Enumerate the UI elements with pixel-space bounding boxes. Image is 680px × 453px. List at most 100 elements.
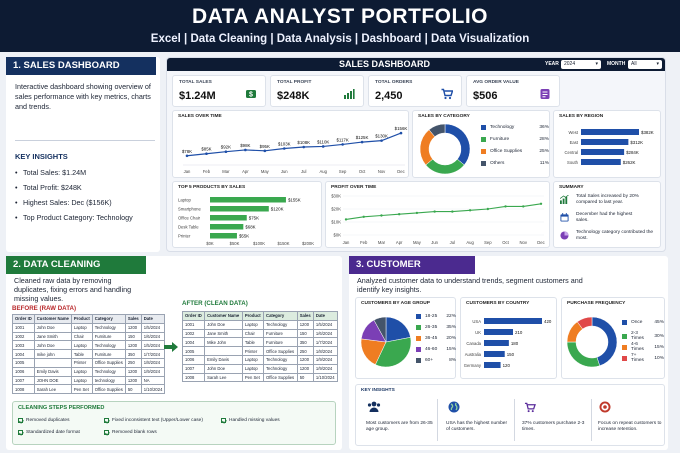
year-select[interactable]: 2024 ▾: [561, 60, 601, 69]
data-label: $125K: [356, 135, 369, 140]
profit-point: [539, 202, 543, 205]
data-label: 120: [503, 363, 511, 368]
sales-point: [205, 152, 208, 156]
legend-label: 60+: [425, 358, 434, 363]
bar-chart-icon: [344, 89, 355, 99]
month-tick: Apr: [396, 240, 403, 245]
page-subtitle: Excel | Data Cleaning | Data Analysis | …: [150, 33, 530, 45]
table-cell: 350: [296, 337, 314, 348]
table-cell: Laptop: [241, 354, 265, 365]
bar: [581, 129, 639, 135]
column-header: Product: [70, 314, 93, 324]
check-icon: [18, 418, 23, 423]
bar: [210, 197, 286, 203]
legend-label: 7+ Times: [631, 353, 644, 363]
legend-swatch: [416, 325, 421, 330]
table-cell: Office Supplies: [91, 384, 126, 395]
category-label: Germany: [464, 363, 482, 368]
kpi-avg-order-value: AVG ORDER VALUE $506: [466, 75, 560, 107]
legend-swatch: [622, 320, 627, 325]
check-icon: [104, 418, 109, 423]
bar: [210, 215, 247, 221]
profit-point: [486, 207, 490, 211]
legend-label: 2-3 Times: [631, 331, 644, 341]
cleaning-step-label: Removed blank rows: [112, 430, 157, 435]
insight-item: Total Profit: $248K: [15, 183, 157, 198]
bar: [210, 224, 244, 230]
cleaning-step: Standardized date format: [18, 430, 80, 435]
bar: [484, 318, 542, 324]
legend-item: Others 11%: [481, 161, 549, 166]
bar: [484, 340, 509, 346]
section1-tab: 1. SALES DASHBOARD (EXCEL): [6, 57, 156, 89]
table-cell: 1004: [12, 349, 35, 359]
frequency-card: PURCHASE FREQUENCY Once 45% 2-3 Times 30% 4-…: [561, 297, 665, 379]
table-cell: 1002: [181, 328, 206, 339]
raw-data-table: Order ID Customer Name Product Category Sale…: [12, 314, 166, 395]
sales-point: [302, 145, 306, 149]
profit-point: [468, 209, 472, 212]
insight-item: Top Product Category: Technology: [15, 213, 157, 228]
data-label: 180: [511, 341, 519, 346]
cleaning-step-label: Standardized date format: [26, 430, 80, 435]
table-cell: Table: [70, 349, 93, 359]
category-label: Australia: [465, 352, 482, 357]
month-tick: Jun: [431, 240, 438, 245]
table-cell: 1/9/2024: [312, 363, 339, 374]
month-tick: Jul: [450, 240, 455, 245]
chart-title: TOP 5 PRODUCTS BY SALES: [178, 185, 246, 190]
section1-description: Interactive dashboard showing overview o…: [15, 82, 151, 111]
bar: [484, 329, 513, 335]
legend-item: 4-6 Times 15%: [622, 342, 664, 352]
check-icon: [221, 418, 226, 423]
cart-icon: [524, 402, 536, 413]
section3-description: Analyzed customer data to understand tre…: [357, 276, 583, 294]
month-tick: Feb: [203, 169, 211, 174]
kpi-label: TOTAL PROFIT: [277, 80, 312, 85]
table-cell: Technology: [263, 319, 298, 330]
data-label: $95K: [260, 144, 270, 149]
summary-item: December had the highest sales.: [576, 212, 633, 223]
legend-swatch: [481, 161, 486, 166]
age-slice: [373, 316, 387, 343]
profit-point: [344, 218, 348, 221]
data-label: $110K: [317, 139, 329, 144]
page-title: DATA ANALYST PORTFOLIO: [191, 5, 489, 28]
legend-value: 20%: [446, 336, 456, 341]
table-cell: 1/8/2024: [312, 346, 339, 356]
arrow-right-icon: [164, 342, 178, 352]
cleaning-step: Handled missing values: [221, 418, 280, 423]
sales-point: [185, 154, 189, 158]
month-select[interactable]: All ▾: [628, 60, 662, 69]
month-tick: Jan: [184, 169, 191, 174]
data-label: $382K: [641, 130, 654, 135]
bar: [484, 351, 505, 357]
data-label: $55K: [239, 234, 249, 239]
table-cell: Office Supplies: [91, 357, 126, 368]
table-cell: 1/10/2024: [312, 372, 339, 383]
table-row: 1001 John Doe Laptop Technology 1200 1/5/2024: [181, 319, 339, 330]
cleaning-step-label: Removed duplicates: [26, 418, 70, 423]
x-tick: $50K: [230, 241, 240, 246]
chevron-down-icon: ▾: [595, 61, 598, 67]
month-tick: Oct: [502, 240, 509, 245]
table-row: 1004 mike john Table Furniture 350 1/7/2024: [12, 349, 166, 359]
age-group-card: CUSTOMERS BY AGE GROUP 18-25 22% 26-35 35% 3…: [355, 297, 456, 379]
legend-value: 45%: [654, 320, 664, 325]
year-label: YEAR: [545, 61, 559, 67]
category-label: Canada: [466, 341, 481, 346]
cleaning-step: Fixed inconsistent text (Upper/Lower cas…: [104, 418, 203, 423]
table-cell: 1005: [12, 357, 35, 368]
cleaning-step-label: Handled missing values: [229, 418, 280, 423]
bar: [210, 206, 269, 212]
table-cell: 1200: [124, 366, 142, 377]
bar: [581, 139, 629, 145]
table-row: 1004 Mike John Table Furniture 350 1/7/2024: [181, 337, 339, 348]
legend-value: 15%: [446, 347, 456, 352]
chart-title: PURCHASE FREQUENCY: [567, 301, 626, 306]
table-row: 1005 Printer Office Supplies 250 1/8/2024: [12, 357, 166, 368]
table-cell: 50: [124, 384, 142, 395]
month-tick: Nov: [520, 240, 528, 245]
check-icon: [104, 430, 109, 435]
data-label: $75K: [249, 216, 259, 221]
